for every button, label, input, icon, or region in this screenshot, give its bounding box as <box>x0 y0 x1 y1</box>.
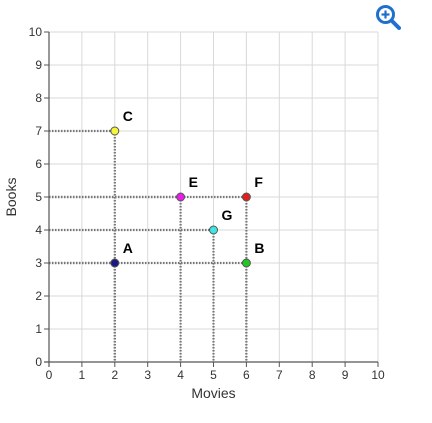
x-tick-label: 0 <box>46 368 53 382</box>
point-label-f: F <box>254 174 263 190</box>
zoom-in-icon <box>376 5 401 30</box>
y-axis-title: Books <box>3 178 19 217</box>
data-point-g <box>209 225 218 235</box>
data-points <box>110 126 251 268</box>
data-point-c <box>110 126 120 136</box>
data-point-a <box>110 258 120 268</box>
data-point-f <box>241 192 251 202</box>
x-tick-label: 7 <box>276 368 283 382</box>
y-tick-label: 2 <box>35 289 42 303</box>
x-tick-label: 5 <box>210 368 217 382</box>
data-point-e <box>176 192 186 202</box>
point-label-b: B <box>254 240 264 256</box>
x-tick-label: 10 <box>371 368 385 382</box>
axes <box>44 31 379 367</box>
x-tick-label: 9 <box>342 368 349 382</box>
point-label-a: A <box>123 240 133 256</box>
x-tick-label: 6 <box>243 368 250 382</box>
y-tick-label: 0 <box>35 355 42 369</box>
y-tick-label: 1 <box>35 322 42 336</box>
y-tick-label: 10 <box>29 25 43 39</box>
zoom-button[interactable] <box>374 3 402 31</box>
y-tick-label: 7 <box>35 124 42 138</box>
point-label-e: E <box>189 174 198 190</box>
x-tick-labels: 0 1 2 3 4 5 6 7 8 9 10 <box>46 368 385 382</box>
guide-lines <box>49 129 248 362</box>
y-tick-label: 6 <box>35 157 42 171</box>
y-tick-label: 5 <box>35 190 42 204</box>
y-tick-label: 9 <box>35 58 42 72</box>
point-labels: A B C E F G <box>123 108 265 256</box>
x-axis-title: Movies <box>191 385 235 401</box>
data-point-b <box>241 258 251 268</box>
point-label-g: G <box>222 207 233 223</box>
x-tick-label: 4 <box>177 368 184 382</box>
x-tick-label: 2 <box>111 368 118 382</box>
y-tick-label: 3 <box>35 256 42 270</box>
point-label-c: C <box>123 108 133 124</box>
y-tick-label: 8 <box>35 91 42 105</box>
x-tick-label: 1 <box>79 368 86 382</box>
y-tick-label: 4 <box>35 223 42 237</box>
y-tick-labels: 0 1 2 3 4 5 6 7 8 9 10 <box>29 25 43 369</box>
x-tick-label: 8 <box>309 368 316 382</box>
x-tick-label: 3 <box>144 368 151 382</box>
